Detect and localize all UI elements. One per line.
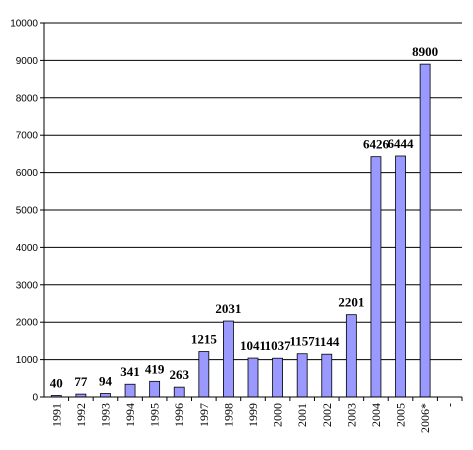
bar-1999: [247, 357, 259, 398]
x-tick-label: 1994: [123, 403, 137, 427]
x-tick-label: 2006*: [418, 403, 432, 433]
y-tick-label: 2000: [16, 318, 39, 329]
data-label: 1037: [265, 338, 292, 353]
x-tick-label: 1991: [49, 403, 63, 427]
x-tick-label: 2001: [295, 403, 309, 427]
x-tick-label: 2005: [394, 403, 408, 427]
y-tick-label: 8000: [16, 93, 39, 104]
x-tick-label: 2003: [344, 403, 358, 427]
y-tick-label: 6000: [16, 168, 39, 179]
x-tick-label: 2002: [320, 403, 334, 427]
bar-2001: [296, 353, 308, 398]
x-tick-label: -: [443, 403, 457, 407]
x-tick-label: 1996: [172, 403, 186, 427]
bar-2002: [321, 353, 333, 398]
data-label: 94: [99, 373, 113, 388]
y-tick-label: 5000: [16, 206, 39, 217]
bar-2000: [272, 357, 283, 398]
bar-1995: [149, 380, 161, 398]
x-tick-label: 1992: [74, 403, 88, 427]
data-label: 419: [145, 361, 165, 376]
x-tick-label: 1997: [197, 403, 211, 427]
x-tick-label: 1999: [246, 403, 260, 427]
y-tick-label: 10000: [10, 19, 38, 30]
bars: [50, 63, 431, 398]
bar-2003: [345, 314, 357, 398]
bar-1998: [223, 320, 234, 398]
bar-2006: [419, 63, 431, 398]
data-label: 6444: [388, 136, 415, 151]
data-label: 77: [74, 374, 88, 389]
data-label: 263: [169, 367, 189, 382]
y-tick-label: 1000: [16, 355, 39, 366]
data-label: 6426: [363, 137, 390, 152]
bar-1997: [198, 351, 210, 398]
x-tick-label: 2004: [369, 403, 383, 427]
y-tick-label: 9000: [16, 56, 39, 67]
bar-1996: [173, 386, 185, 398]
data-label: 1157: [290, 334, 316, 349]
data-label: 341: [120, 364, 140, 379]
x-tick-label: 1993: [98, 403, 112, 427]
data-label: 2031: [215, 301, 241, 316]
y-tick-label: 3000: [16, 280, 39, 291]
data-label: 1144: [314, 334, 340, 349]
data-label: 2201: [338, 295, 364, 310]
bar-2004: [370, 156, 382, 398]
data-label: 1041: [240, 338, 266, 353]
bar-1994: [124, 383, 136, 398]
y-tick-label: 7000: [16, 131, 39, 142]
data-label: 40: [50, 376, 63, 391]
y-tick-label: 0: [32, 393, 38, 404]
bar-1993: [100, 393, 111, 398]
axes: [40, 22, 463, 401]
x-tick-label: 2000: [271, 403, 285, 427]
data-label: 1215: [191, 332, 218, 347]
gridlines: [44, 22, 462, 361]
bar-2005: [395, 155, 406, 398]
y-tick-labels: 0 1000 2000 3000 4000 5000 6000 7000 8000 9000 100…: [10, 19, 38, 404]
y-tick-label: 4000: [16, 243, 39, 254]
x-tick-label: 1995: [148, 403, 162, 427]
x-tick-label: 1998: [221, 403, 235, 427]
data-label: 8900: [412, 44, 438, 59]
x-tick-labels: 1991 1992 1993 1994 1995 1996 1997 1998 1999 2000…: [49, 403, 456, 433]
